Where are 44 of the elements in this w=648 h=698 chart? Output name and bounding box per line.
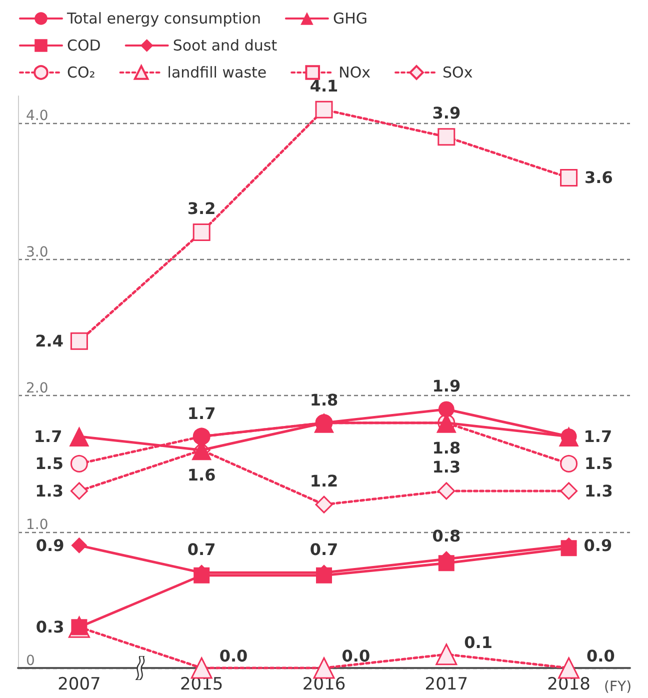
data-label: 1.5 (35, 454, 64, 474)
data-label: 0.9 (584, 536, 612, 555)
x-tick-label: 2007 (58, 674, 101, 694)
y-tick-label: 2.0 (26, 380, 48, 397)
legend-label: SOx (442, 64, 473, 82)
data-label: 0.7 (187, 540, 216, 560)
data-label: 1.3 (432, 458, 461, 477)
y-tick-label: 0 (26, 653, 35, 669)
data-label: 1.2 (310, 471, 338, 490)
y-tick-label: 3.0 (26, 244, 48, 260)
legend-label: NOx (338, 64, 371, 82)
data-label: 0.3 (36, 618, 64, 637)
data-label: 3.2 (187, 198, 216, 218)
data-label: 1.7 (34, 426, 62, 446)
data-label: 1.3 (35, 481, 64, 500)
legend-label: Soot and dust (172, 36, 278, 54)
data-label: 4.1 (310, 76, 338, 96)
x-axis-title: (FY) (604, 679, 632, 695)
legend-label: landfill waste (167, 64, 267, 82)
legend-label: GHG (332, 10, 368, 28)
y-tick-label: 4.0 (26, 108, 48, 124)
data-label: 1.9 (432, 376, 461, 396)
data-label: 0.0 (586, 646, 615, 666)
data-label: 1.5 (584, 454, 613, 474)
data-label: 0.8 (432, 526, 461, 546)
data-label: 1.3 (584, 481, 613, 500)
y-tick-label: 1.0 (26, 516, 48, 533)
x-tick-label: 2017 (424, 674, 468, 694)
data-label: 1.8 (432, 438, 461, 458)
data-label: 0.9 (36, 536, 64, 555)
legend-label: COD (67, 36, 101, 54)
legend-label: CO₂ (67, 64, 96, 82)
data-label: 0.7 (310, 540, 338, 560)
data-label: 0.0 (342, 646, 370, 666)
data-label: 3.9 (432, 104, 461, 123)
data-label: 1.6 (187, 466, 216, 485)
data-label: 1.7 (187, 404, 216, 423)
data-label: 1.7 (584, 426, 612, 446)
data-label: 0.0 (219, 646, 248, 666)
data-label: 1.8 (310, 390, 338, 410)
data-label: 0.1 (464, 632, 492, 652)
legend-label: Total energy consumption (66, 10, 261, 28)
data-label: 2.4 (35, 332, 64, 351)
data-label: 3.6 (584, 168, 613, 188)
